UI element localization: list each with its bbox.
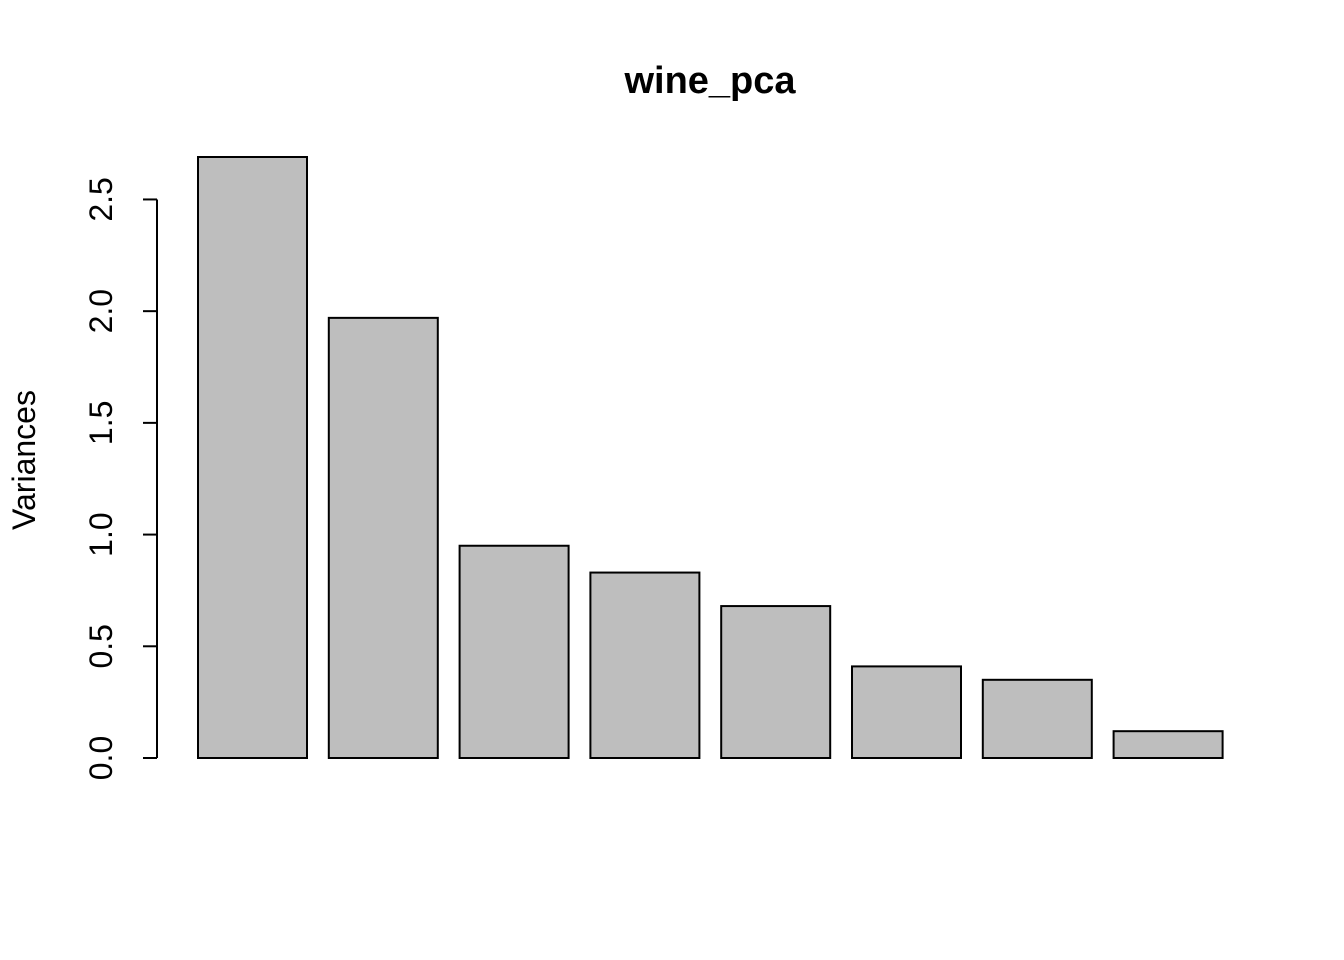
y-axis-label: Variances (6, 390, 42, 530)
bar-3 (458, 544, 570, 759)
bar-5 (720, 605, 832, 759)
bar-1 (197, 156, 308, 759)
bar-7 (981, 678, 1093, 760)
bar-8 (1112, 730, 1224, 759)
y-tick-label: 1.0 (83, 512, 119, 556)
bar-2 (327, 316, 439, 759)
y-tick-label: 0.0 (83, 736, 119, 780)
y-tick-label: 2.5 (83, 177, 119, 221)
y-axis: 0.0 0.5 1.0 1.5 2.0 2.5 (83, 177, 158, 780)
y-tick-label: 2.0 (83, 289, 119, 333)
y-tick-label: 1.5 (83, 401, 119, 445)
bar-4 (589, 571, 701, 759)
y-tick-label: 0.5 (83, 624, 119, 668)
bars-group (197, 156, 1224, 760)
bar-6 (851, 665, 962, 759)
chart-title: wine_pca (623, 60, 796, 102)
